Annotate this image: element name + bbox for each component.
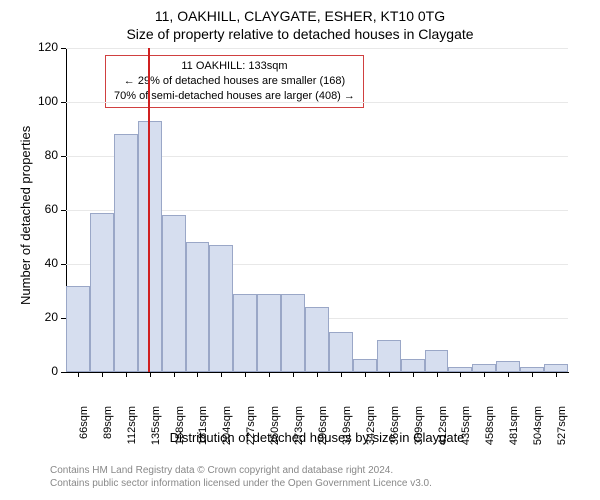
ytick-label: 80: [28, 148, 58, 162]
histogram-bar: [66, 286, 90, 372]
xtick-label: 135sqm: [150, 406, 162, 456]
xtick-label: 319sqm: [341, 406, 353, 456]
histogram-bar: [305, 307, 329, 372]
ytick-mark: [61, 372, 66, 373]
histogram-bar: [496, 361, 520, 372]
histogram-bar: [401, 359, 425, 373]
annotation-box: 11 OAKHILL: 133sqm ← 29% of detached hou…: [105, 55, 364, 108]
ytick-label: 120: [28, 40, 58, 54]
xtick-mark: [293, 372, 294, 377]
xtick-label: 181sqm: [197, 406, 209, 456]
xtick-mark: [532, 372, 533, 377]
xtick-mark: [317, 372, 318, 377]
ytick-label: 20: [28, 310, 58, 324]
histogram-bar: [162, 215, 186, 372]
xtick-mark: [221, 372, 222, 377]
ytick-label: 60: [28, 202, 58, 216]
xtick-mark: [413, 372, 414, 377]
histogram-bar: [257, 294, 281, 372]
ytick-label: 100: [28, 94, 58, 108]
ytick-mark: [61, 48, 66, 49]
gridline: [66, 48, 568, 49]
histogram-bar: [233, 294, 257, 372]
histogram-bar: [377, 340, 401, 372]
xtick-mark: [126, 372, 127, 377]
xtick-label: 204sqm: [221, 406, 233, 456]
xtick-label: 250sqm: [269, 406, 281, 456]
attribution-line1: Contains HM Land Registry data © Crown c…: [50, 465, 432, 478]
xtick-label: 481sqm: [508, 406, 520, 456]
xtick-mark: [460, 372, 461, 377]
xtick-label: 66sqm: [78, 406, 90, 456]
xtick-label: 366sqm: [389, 406, 401, 456]
ytick-mark: [61, 102, 66, 103]
xtick-label: 89sqm: [102, 406, 114, 456]
histogram-bar: [90, 213, 114, 372]
chart-title-line1: 11, OAKHILL, CLAYGATE, ESHER, KT10 0TG: [0, 8, 600, 24]
histogram-bar: [281, 294, 305, 372]
ytick-label: 40: [28, 256, 58, 270]
xtick-label: 389sqm: [413, 406, 425, 456]
ytick-mark: [61, 264, 66, 265]
xtick-mark: [197, 372, 198, 377]
histogram-bar: [353, 359, 377, 373]
xtick-label: 342sqm: [365, 406, 377, 456]
xtick-label: 527sqm: [556, 406, 568, 456]
attribution-line2: Contains public sector information licen…: [50, 478, 432, 491]
chart-container: 11, OAKHILL, CLAYGATE, ESHER, KT10 0TG S…: [0, 0, 600, 500]
xtick-mark: [484, 372, 485, 377]
xtick-label: 458sqm: [484, 406, 496, 456]
xtick-mark: [78, 372, 79, 377]
histogram-bar: [472, 364, 496, 372]
histogram-bar: [138, 121, 162, 372]
xtick-label: 273sqm: [293, 406, 305, 456]
histogram-bar: [425, 350, 449, 372]
xtick-mark: [556, 372, 557, 377]
histogram-bar: [544, 364, 568, 372]
xtick-label: 158sqm: [174, 406, 186, 456]
ytick-label: 0: [28, 364, 58, 378]
xtick-label: 435sqm: [460, 406, 472, 456]
histogram-bar: [186, 242, 210, 372]
xtick-mark: [269, 372, 270, 377]
xtick-label: 504sqm: [532, 406, 544, 456]
histogram-bar: [114, 134, 138, 372]
xtick-mark: [245, 372, 246, 377]
xtick-mark: [437, 372, 438, 377]
ytick-mark: [61, 210, 66, 211]
annotation-line2: ← 29% of detached houses are smaller (16…: [114, 74, 355, 89]
xtick-mark: [508, 372, 509, 377]
xtick-mark: [365, 372, 366, 377]
gridline: [66, 102, 568, 103]
ytick-mark: [61, 156, 66, 157]
histogram-bar: [209, 245, 233, 372]
xtick-mark: [102, 372, 103, 377]
threshold-line: [148, 48, 150, 372]
xtick-label: 412sqm: [437, 406, 449, 456]
annotation-line1: 11 OAKHILL: 133sqm: [114, 59, 355, 74]
attribution-text: Contains HM Land Registry data © Crown c…: [50, 465, 432, 490]
xtick-mark: [389, 372, 390, 377]
xtick-mark: [341, 372, 342, 377]
chart-title-line2: Size of property relative to detached ho…: [0, 26, 600, 42]
xtick-label: 112sqm: [126, 406, 138, 456]
xtick-mark: [150, 372, 151, 377]
xtick-label: 227sqm: [245, 406, 257, 456]
histogram-bar: [329, 332, 353, 373]
xtick-mark: [174, 372, 175, 377]
xtick-label: 296sqm: [317, 406, 329, 456]
